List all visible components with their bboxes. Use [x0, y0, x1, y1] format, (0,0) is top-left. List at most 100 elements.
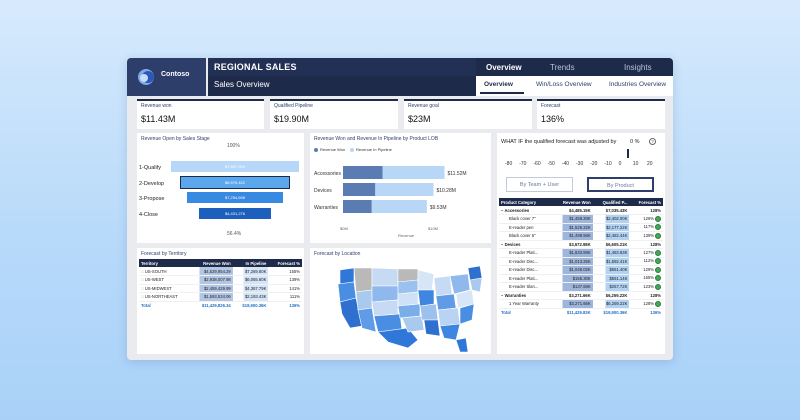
navigation: Overview Trends Insights Overview Win/Lo…: [476, 58, 673, 96]
collapse-icon[interactable]: −: [501, 292, 504, 298]
collapse-icon[interactable]: −: [501, 241, 504, 247]
state-shape: [397, 279, 419, 295]
funnel-top-pct: 100%: [227, 143, 240, 149]
col-revenue-won[interactable]: Revenue Won: [190, 259, 233, 267]
product-name: E-reader Disc...: [499, 265, 553, 275]
funnel-bar[interactable]: $7,857,924: [171, 161, 299, 172]
col-in-pipeline[interactable]: In Pipeline: [232, 259, 269, 267]
col-qualified-pipeline[interactable]: Qualified P...: [592, 198, 630, 206]
total-row: Total $11,429.83K $19,900.36K 136%: [499, 308, 663, 317]
us-map[interactable]: [310, 248, 491, 354]
panel-title: Forecast by Location: [314, 251, 361, 257]
category-row[interactable]: − Devices $3,672.98K $6,605.21K 128%: [499, 240, 663, 249]
qualified-pipeline-cell: $1,483.83K: [592, 248, 630, 258]
bar-total-label: $11.52M: [447, 171, 466, 177]
kpi-revenue-goal: Revenue goal $23M: [404, 99, 532, 129]
state-shape: [339, 267, 355, 285]
revenue-won-cell: $1,833.89K: [552, 248, 593, 258]
forecast-cell: 128%: [629, 291, 663, 300]
category-row[interactable]: − Warranties $3,271.66K $6,259.22K 128%: [499, 291, 663, 300]
slider-tick: -50: [547, 161, 555, 167]
help-icon[interactable]: ?: [649, 138, 656, 145]
category-row[interactable]: − Accessories $4,485.19K $7,035.43K 128%: [499, 206, 663, 215]
funnel-bar[interactable]: $7,254,698: [187, 192, 283, 203]
by-product-button[interactable]: By Product: [587, 177, 654, 192]
status-indicator-icon: [655, 266, 661, 273]
product-name: E-reader Disc...: [499, 257, 553, 266]
revenue-won-cell: $2,459,429.99: [190, 284, 233, 293]
by-team-user-button[interactable]: By Team + User: [506, 177, 573, 192]
col-forecast[interactable]: Forecast %: [629, 198, 663, 206]
funnel-bar[interactable]: $6,576,422: [180, 176, 290, 189]
table-row[interactable]: 1 Year Warranty $3,271.66K $6,259.22K 128%: [499, 299, 663, 309]
table-row[interactable]: Black cover 6" $1,498.56K $2,482.44K 139%: [499, 231, 663, 241]
status-indicator-icon: [655, 258, 661, 265]
table-row[interactable]: E-reader Plati... $1,833.89K $1,483.83K 127…: [499, 248, 663, 258]
table-row[interactable]: Black cover 7" $1,458.20K $2,402.00K 126%: [499, 214, 663, 224]
subtab-overview[interactable]: Overview: [484, 81, 513, 88]
total-won: $11,429.83K: [566, 310, 591, 315]
status-indicator-icon: [655, 249, 661, 256]
bar-revenue-won: [343, 200, 372, 213]
legend-item: Revenue In Pipeline: [350, 147, 392, 152]
forecast-cell: 128%: [629, 299, 663, 309]
subtab-winloss[interactable]: Win/Loss Overview: [536, 81, 592, 88]
x-tick: $0M: [340, 226, 348, 231]
table-row[interactable]: E-reader Disc... $1,046.02K $551.40K 129%: [499, 265, 663, 275]
table-row[interactable]: □ US-SOUTH $4,529,954.29 $7,269.60K 155%: [139, 267, 302, 276]
slider-tick: -20: [590, 161, 598, 167]
bar-revenue-won: [343, 183, 376, 196]
qualified-pipeline-cell: $257.72K: [592, 282, 630, 292]
table-row[interactable]: □ US-NORTHEAST $1,593,534.06 $2,193.43K 111…: [139, 292, 302, 302]
qualified-pipeline-cell: $6,259.22K: [592, 291, 630, 300]
slider-tick: -30: [576, 161, 584, 167]
table-row[interactable]: E-reader pen $1,526.22K $2,177.22K 117%: [499, 223, 663, 232]
kpi-qualified-pipeline: Qualified Pipeline $19.90M: [270, 99, 398, 129]
category-label: Warranties: [314, 205, 338, 211]
table-row[interactable]: E-reader Slan... $137.68K $257.72K 123%: [499, 282, 663, 292]
logo-text: Contoso: [161, 71, 190, 78]
funnel-bar[interactable]: $4,431,276: [199, 208, 271, 219]
table-row[interactable]: E-reader Disc... $1,013.25K $1,592.41K 112%: [499, 257, 663, 266]
kpi-label: Qualified Pipeline: [274, 103, 313, 109]
table-row[interactable]: E-reader Plati... $155.30K $551.14K 165%: [499, 274, 663, 283]
slider-tick: -10: [604, 161, 612, 167]
slider-tick: -40: [561, 161, 570, 167]
funnel-stage-label: 2-Develop: [139, 181, 165, 187]
in-pipeline-cell: $7,269.60K: [232, 267, 269, 276]
slider-handle[interactable]: [627, 149, 629, 158]
state-shape: [397, 291, 419, 307]
state-shape: [357, 307, 377, 333]
contoso-logo-icon: [138, 69, 154, 85]
product-name: Black cover 6": [499, 231, 553, 241]
state-shape: [371, 267, 399, 287]
forecast-cell: 128%: [629, 206, 663, 215]
forecast-cell: 139%: [268, 275, 302, 285]
tab-overview[interactable]: Overview: [486, 63, 522, 72]
tab-trends[interactable]: Trends: [550, 63, 575, 72]
product-name: − Devices: [499, 240, 553, 249]
state-shape: [371, 285, 399, 303]
territory-name: □ US-WEST: [139, 275, 191, 285]
state-shape: [435, 293, 457, 311]
bar-revenue-pipeline: [375, 183, 434, 196]
col-forecast[interactable]: Forecast %: [268, 259, 302, 267]
subtab-industries[interactable]: Industries Overview: [609, 81, 667, 88]
status-indicator-icon: [655, 275, 661, 282]
col-revenue-won[interactable]: Revenue Won: [552, 198, 593, 206]
state-shape: [459, 303, 475, 325]
table-row[interactable]: □ US-MIDWEST $2,459,429.99 $4,367.79K 141%: [139, 284, 302, 293]
total-pipe: $19,900.36K: [242, 303, 267, 308]
revenue-won-cell: $1,593,534.06: [190, 292, 233, 302]
territory-name: □ US-MIDWEST: [139, 284, 191, 293]
col-product-category[interactable]: Product Category: [499, 198, 553, 206]
tab-insights[interactable]: Insights: [624, 63, 652, 72]
forecast-cell: 155%: [268, 267, 302, 276]
table-row[interactable]: □ US-WEST $2,938,007.98 $6,065.60K 139%: [139, 275, 302, 285]
qualified-pipeline-cell: $7,035.43K: [592, 206, 630, 215]
forecast-cell: 141%: [268, 284, 302, 293]
state-shape: [353, 267, 373, 293]
col-territory[interactable]: Territory: [139, 259, 191, 267]
revenue-won-cell: $4,529,954.29: [190, 267, 233, 276]
revenue-won-cell: $1,013.25K: [552, 257, 593, 266]
